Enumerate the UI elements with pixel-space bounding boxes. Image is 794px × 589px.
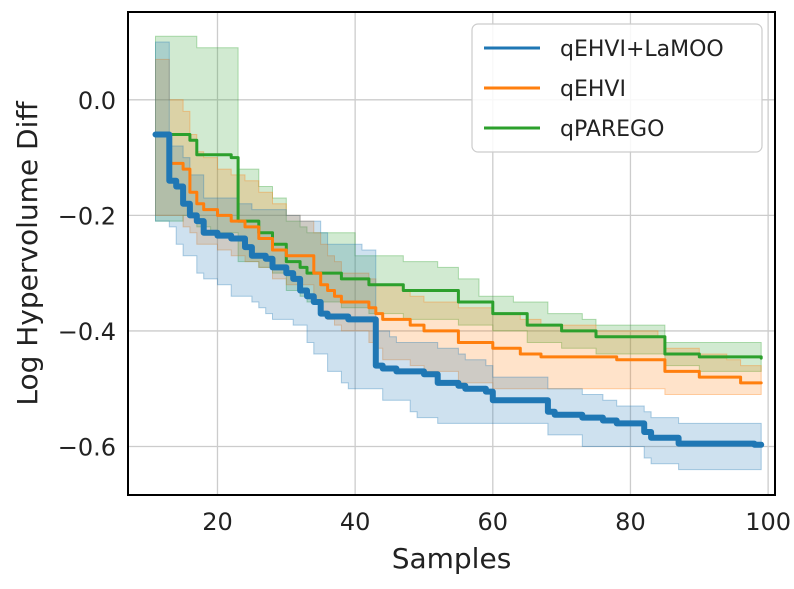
y-axis-ticks: 0.0 −0.2 −0.4 −0.6 (58, 87, 116, 462)
line-qparego (154, 133, 763, 360)
x-tick-label: 40 (340, 508, 371, 536)
legend: qEHVI+LaMOO qEHVI qPAREGO (471, 23, 763, 153)
legend-label: qEHVI (560, 77, 626, 102)
band-qehvi (155, 58, 762, 395)
legend-label: qEHVI+LaMOO (560, 37, 724, 62)
x-axis-ticks: 20 40 60 80 100 (202, 508, 791, 536)
x-tick-label: 80 (615, 508, 646, 536)
y-tick-label: 0.0 (78, 87, 116, 115)
x-tick-label: 100 (745, 508, 791, 536)
x-tick-label: 60 (478, 508, 509, 536)
y-axis-label: Log Hypervolume Diff (11, 101, 44, 406)
y-tick-label: −0.2 (58, 202, 116, 230)
legend-label: qPAREGO (560, 117, 664, 142)
series-lines (152, 131, 765, 448)
x-tick-label: 20 (202, 508, 233, 536)
plot-frame (127, 11, 776, 496)
line-qehvi-lamoo (152, 131, 765, 448)
y-tick-label: −0.4 (58, 318, 116, 346)
y-tick-label: −0.6 (58, 433, 116, 461)
legend-box (471, 23, 763, 153)
line-qehvi (154, 133, 763, 385)
x-axis-label: Samples (392, 542, 512, 575)
